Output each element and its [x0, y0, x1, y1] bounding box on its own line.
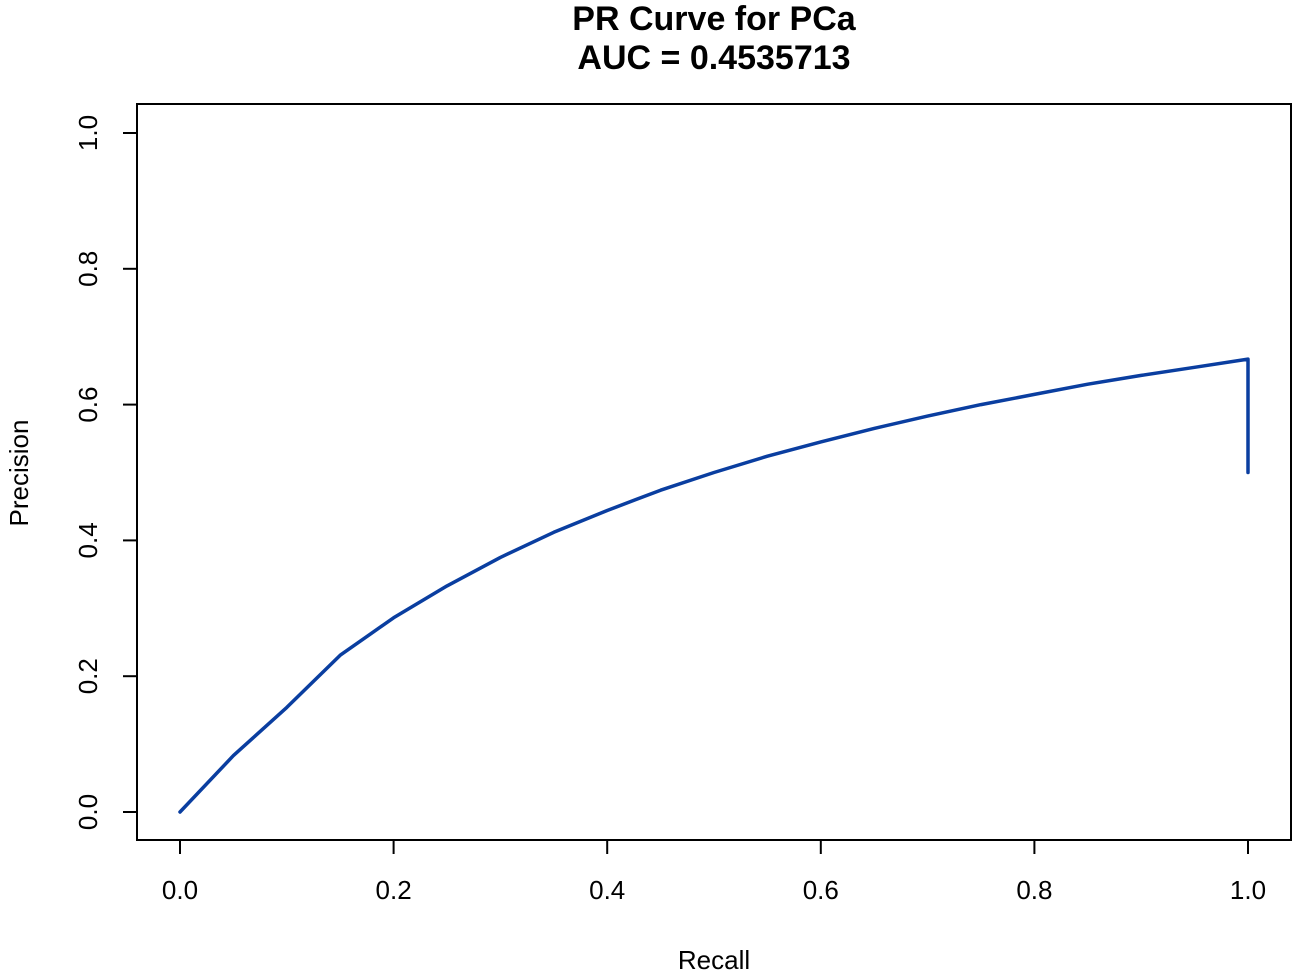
y-tick-label: 0.4 [73, 522, 103, 558]
plot-area: 0.0 0.2 0.4 0.6 0.8 1.0 0.0 0.2 0.4 0.6 0.8 1.0 [73, 103, 1292, 905]
y-tick-label: 1.0 [73, 115, 103, 151]
series-line-1 [178, 357, 1250, 814]
chart-title: PR Curve for PCa [572, 0, 856, 38]
y-axis-label: Precision [4, 420, 34, 527]
chart-subtitle: AUC = 0.4535713 [577, 39, 850, 77]
y-tick-label: 0.2 [73, 658, 103, 694]
x-tick-label: 0.2 [376, 875, 412, 905]
x-tick-label: 0.6 [803, 875, 839, 905]
x-tick-label: 0.4 [589, 875, 625, 905]
y-tick-label: 0.6 [73, 387, 103, 423]
x-tick-label: 1.0 [1230, 875, 1266, 905]
x-tick-label: 0.8 [1016, 875, 1052, 905]
x-axis-label: Recall [678, 945, 750, 974]
x-tick-label: 0.0 [162, 875, 198, 905]
y-tick-label: 0.8 [73, 251, 103, 287]
y-tick-label: 0.0 [73, 794, 103, 830]
